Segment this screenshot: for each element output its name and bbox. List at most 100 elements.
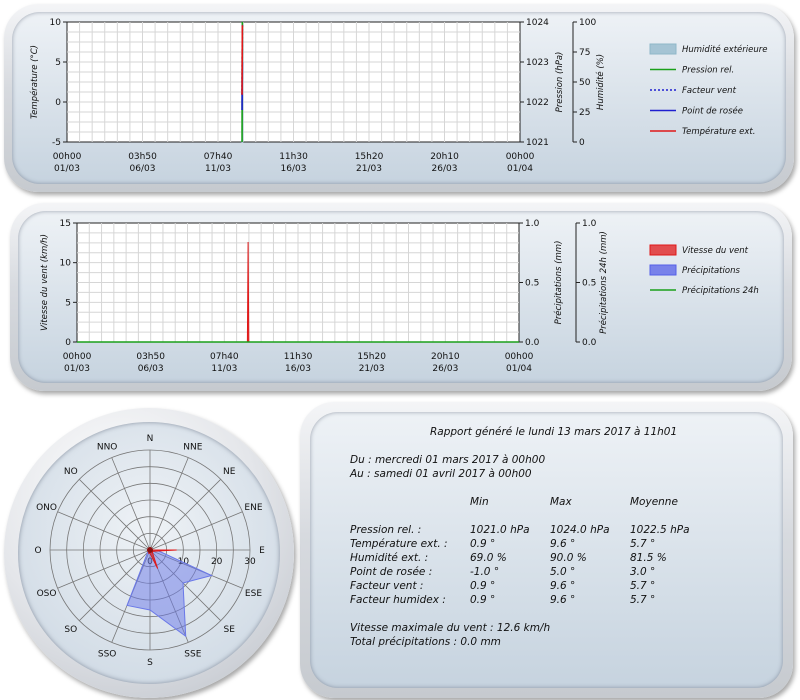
direction-label: ESE [245, 589, 262, 599]
tick-label-right: 1023 [526, 58, 549, 68]
x-tick-date: 16/03 [281, 164, 307, 174]
max-wind: Vitesse maximale du vent : 12.6 km/h [350, 622, 551, 634]
radar-spoke [149, 511, 243, 551]
row-min: 69.0 % [470, 552, 507, 564]
x-tick-time: 00h00 [505, 352, 534, 362]
row-max: 1024.0 hPa [550, 524, 610, 536]
tick-label-right2: 25 [579, 108, 590, 118]
legend-swatch [649, 43, 677, 55]
legend-swatch [649, 264, 677, 276]
row-min: 0.9 ° [470, 538, 496, 550]
direction-label: E [259, 546, 265, 556]
tick-label-right2: 1.0 [582, 219, 597, 229]
y-axis-label-right: Pression (hPa) [555, 52, 565, 113]
direction-label: OSO [37, 589, 57, 599]
legend-label: Température ext. [682, 126, 755, 137]
radar-spoke [57, 511, 151, 551]
radar-spoke [79, 549, 151, 621]
tick-label-left: 15 [60, 219, 71, 229]
radar-center [147, 547, 153, 553]
row-max: 90.0 % [550, 552, 587, 564]
row-avg: 5.7 ° [630, 580, 656, 592]
row-avg: 1022.5 hPa [630, 524, 690, 536]
row-max: 5.0 ° [550, 566, 576, 578]
x-tick-time: 15h20 [357, 352, 386, 362]
row-avg: 81.5 % [630, 552, 667, 564]
row-label: Humidité ext. : [350, 552, 429, 564]
tick-label-right: 1024 [526, 18, 549, 28]
direction-label: S [147, 658, 153, 668]
radial-tick-label: 30 [244, 557, 256, 567]
tick-label-right: 0.0 [525, 338, 540, 348]
row-avg: 3.0 ° [630, 566, 656, 578]
row-label: Pression rel. : [350, 524, 422, 536]
legend-label: Humidité extérieure [682, 44, 767, 55]
y-axis-label-right2: Humidité (%) [595, 54, 606, 110]
report-from: Du : mercredi 01 mars 2017 à 00h00 [350, 454, 546, 466]
x-tick-date: 26/03 [432, 364, 458, 374]
radial-tick-label: 20 [211, 557, 223, 567]
direction-label: NNE [183, 443, 202, 453]
tick-label-right2: 0.5 [582, 279, 596, 289]
row-label: Température ext. : [350, 538, 448, 550]
legend-label: Précipitations 24h [682, 285, 759, 296]
tick-label-right2: 75 [579, 48, 590, 58]
row-min: 0.9 ° [470, 594, 496, 606]
tick-label-right: 1.0 [525, 219, 540, 229]
direction-label: ONO [36, 503, 57, 513]
direction-label: NO [64, 467, 78, 477]
x-tick-date: 16/03 [285, 364, 311, 374]
row-label: Facteur vent : [350, 580, 424, 592]
direction-label: ENE [244, 503, 262, 513]
x-tick-time: 15h20 [355, 152, 384, 162]
wind-rose-bezel [4, 408, 294, 698]
row-label: Point de rosée : [350, 566, 433, 578]
row-min: 0.9 ° [470, 580, 496, 592]
x-tick-date: 21/03 [356, 164, 382, 174]
radar-spoke [57, 549, 151, 589]
tick-label-right: 1022 [526, 98, 549, 108]
legend-label: Facteur vent [682, 86, 737, 96]
x-tick-date: 26/03 [432, 164, 458, 174]
tick-label-right: 1021 [526, 138, 549, 148]
legend-label: Pression rel. [682, 66, 734, 76]
x-tick-time: 20h10 [431, 352, 460, 362]
direction-label: O [34, 546, 41, 556]
x-tick-date: 06/03 [138, 364, 164, 374]
radar-series [148, 549, 177, 569]
radar-spoke [149, 457, 189, 551]
x-tick-date: 01/04 [507, 164, 533, 174]
x-tick-date: 21/03 [359, 364, 385, 374]
header-min: Min [470, 496, 489, 508]
tick-label-left: 0 [65, 338, 71, 348]
row-max: 9.6 ° [550, 538, 576, 550]
row-avg: 5.7 ° [630, 594, 656, 606]
y-axis-label-right2: Précipitations 24h (mm) [598, 231, 609, 334]
tick-label-right2: 0 [579, 138, 585, 148]
x-tick-time: 20h10 [430, 152, 459, 162]
row-max: 9.6 ° [550, 594, 576, 606]
direction-label: SSE [184, 649, 201, 659]
radar-spoke [111, 457, 151, 551]
tick-label-left: 0 [55, 98, 61, 108]
header-max: Max [550, 496, 572, 508]
legend-label: Vitesse du vent [682, 246, 749, 256]
row-label: Facteur humidex : [350, 594, 446, 606]
legend-swatch [649, 244, 677, 256]
direction-label: SE [223, 625, 235, 635]
direction-label: SO [64, 625, 77, 635]
x-tick-time: 00h00 [506, 152, 535, 162]
radar-spoke [79, 479, 151, 551]
tick-label-left: 10 [60, 259, 72, 269]
report-to: Au : samedi 01 avril 2017 à 00h00 [350, 468, 532, 480]
legend-label: Précipitations [682, 265, 740, 276]
x-tick-time: 03h50 [136, 352, 165, 362]
direction-label: N [147, 434, 154, 444]
radar-spoke [149, 479, 221, 551]
row-min: -1.0 ° [470, 566, 500, 578]
x-tick-time: 03h50 [128, 152, 157, 162]
x-tick-date: 01/04 [506, 364, 532, 374]
